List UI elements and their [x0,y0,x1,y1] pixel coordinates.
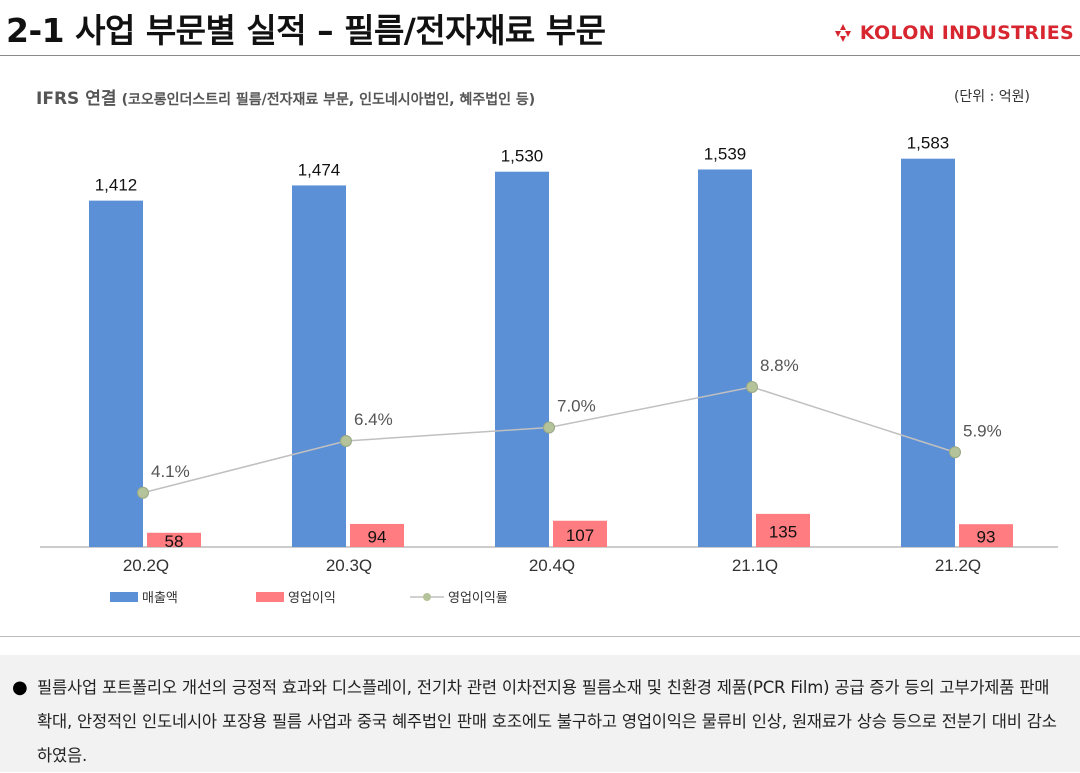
margin-value-label: 5.9% [963,421,1002,440]
margin-point [340,435,352,447]
sales-bar [89,200,143,547]
legend-swatch-sales [110,592,138,602]
sales-value-label: 1,539 [704,144,747,163]
margin-point [746,381,758,393]
sales-bar [292,185,346,547]
margin-value-label: 6.4% [354,410,393,429]
chart-subtitle: IFRS 연결 (코오롱인더스트리 필름/전자재료 부문, 인도네시아법인, 혜… [36,84,535,109]
category-label: 20.2Q [123,556,169,575]
logo-text: KOLON INDUSTRIES [859,22,1074,44]
category-label: 20.3Q [326,556,372,575]
sales-bar [901,158,955,547]
profit-value-label: 107 [566,526,594,545]
header-divider [0,55,1080,56]
sales-bar [495,171,549,547]
legend-marker-margin [423,593,431,601]
section-divider [0,636,1080,637]
category-label: 20.4Q [529,556,575,575]
sales-bar [698,169,752,547]
legend-label-sales: 매출액 [142,590,178,605]
margin-value-label: 4.1% [151,462,190,481]
kolon-mark-icon [834,24,851,42]
chart-subtitle-detail: (코오롱인더스트리 필름/전자재료 부문, 인도네시아법인, 혜주법인 등) [121,92,536,108]
unit-label: (단위 : 억원) [953,89,1030,105]
sales-value-label: 1,583 [907,134,950,153]
profit-bar [756,513,810,547]
header: 2-1 사업 부문별 실적 – 필름/전자재료 부문 KOLON INDUSTR… [0,0,1080,55]
profit-value-label: 58 [165,532,184,551]
note-bullet: ● [12,677,28,698]
margin-value-label: 8.8% [760,356,799,375]
margin-value-label: 7.0% [557,397,596,416]
chart-subtitle-main: IFRS 연결 [36,89,117,109]
company-logo: KOLON INDUSTRIES [832,20,1074,46]
legend-label-margin: 영업이익률 [448,590,508,605]
profit-value-label: 93 [977,528,996,547]
sales-value-label: 1,412 [95,176,138,195]
legend-label-profit: 영업이익 [288,590,336,605]
margin-point [949,446,961,459]
sales-value-label: 1,530 [501,147,544,166]
note-box: ● 필름사업 포트폴리오 개선의 긍정적 효과와 디스플레이, 전기차 관련 이… [0,655,1080,772]
category-label: 21.2Q [935,556,981,575]
profit-value-label: 135 [769,522,797,541]
profit-bar [147,532,201,547]
chart: 1,412 58 20.2Q 1,474 94 20.3Q 1,530 107 20.4Q 1,5… [40,134,1058,605]
legend-swatch-profit [256,592,284,602]
page-title: 2-1 사업 부문별 실적 – 필름/전자재료 부문 [6,11,606,50]
profit-bar [350,523,404,547]
margin-point [543,421,555,434]
profit-bar [959,524,1013,547]
profit-value-label: 94 [368,527,387,546]
category-label: 21.1Q [732,556,778,575]
margin-point [137,486,149,499]
note-text: 필름사업 포트폴리오 개선의 긍정적 효과와 디스플레이, 전기차 관련 이차전… [37,678,1057,765]
sales-value-label: 1,474 [298,160,341,179]
profit-bar [553,520,607,547]
